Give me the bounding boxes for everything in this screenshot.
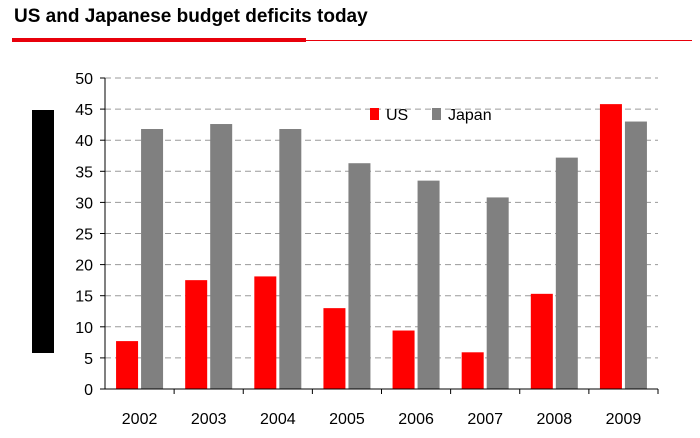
bar-us-2004 [254, 276, 277, 389]
bar-japan-2009 [624, 121, 647, 389]
chart-title: US and Japanese budget deficits today [14, 6, 368, 27]
y-tick-label: 0 [84, 382, 93, 399]
bar-japan-2002 [141, 129, 164, 389]
bar-us-2003 [185, 280, 208, 389]
y-tick-label: 20 [75, 258, 93, 275]
y-tick-label: 10 [75, 320, 93, 337]
y-tick-label: 35 [75, 164, 93, 181]
bar-japan-2008 [555, 157, 578, 389]
x-tick-label: 2005 [329, 411, 365, 428]
legend: US Japan [370, 107, 492, 124]
x-tick-label: 2009 [606, 411, 642, 428]
y-tick-label: 50 [75, 71, 93, 88]
legend-label-us: US [386, 107, 408, 124]
x-tick-label: 2004 [260, 411, 296, 428]
bar-japan-2004 [279, 129, 302, 389]
axes [100, 77, 659, 394]
legend-label-japan: Japan [448, 107, 492, 124]
x-tick-label: 2008 [537, 411, 573, 428]
bar-us-2002 [116, 341, 139, 389]
y-tick-label: 15 [75, 289, 93, 306]
bar-us-2008 [530, 293, 553, 389]
x-tick-label: 2003 [191, 411, 227, 428]
title-underline-thick [12, 38, 306, 42]
bar-us-2005 [323, 308, 346, 389]
bar-japan-2005 [348, 163, 371, 389]
bar-japan-2003 [210, 124, 233, 389]
x-tick-labels: 2002 2003 2004 2005 2006 2007 2008 2009 [122, 411, 642, 428]
bar-japan-2007 [486, 197, 509, 389]
y-tick-label: 45 [75, 102, 93, 119]
legend-swatch-japan [432, 108, 441, 120]
x-tick-label: 2006 [398, 411, 434, 428]
y-tick-label: 40 [75, 133, 93, 150]
y-tick-label: 25 [75, 227, 93, 244]
title-underline-thin [306, 40, 692, 41]
side-accent-bar [32, 110, 54, 353]
bar-us-2009 [599, 104, 622, 390]
bar-us-2006 [392, 330, 415, 389]
bars [116, 104, 647, 390]
x-tick-label: 2007 [467, 411, 503, 428]
bar-japan-2006 [417, 180, 440, 389]
bar-us-2007 [461, 352, 484, 389]
x-tick-label: 2002 [122, 411, 158, 428]
y-tick-label: 5 [84, 351, 93, 368]
legend-swatch-us [370, 108, 379, 120]
y-tick-labels: 0 5 10 15 20 25 30 35 40 45 50 [75, 71, 93, 399]
y-tick-label: 30 [75, 195, 93, 212]
